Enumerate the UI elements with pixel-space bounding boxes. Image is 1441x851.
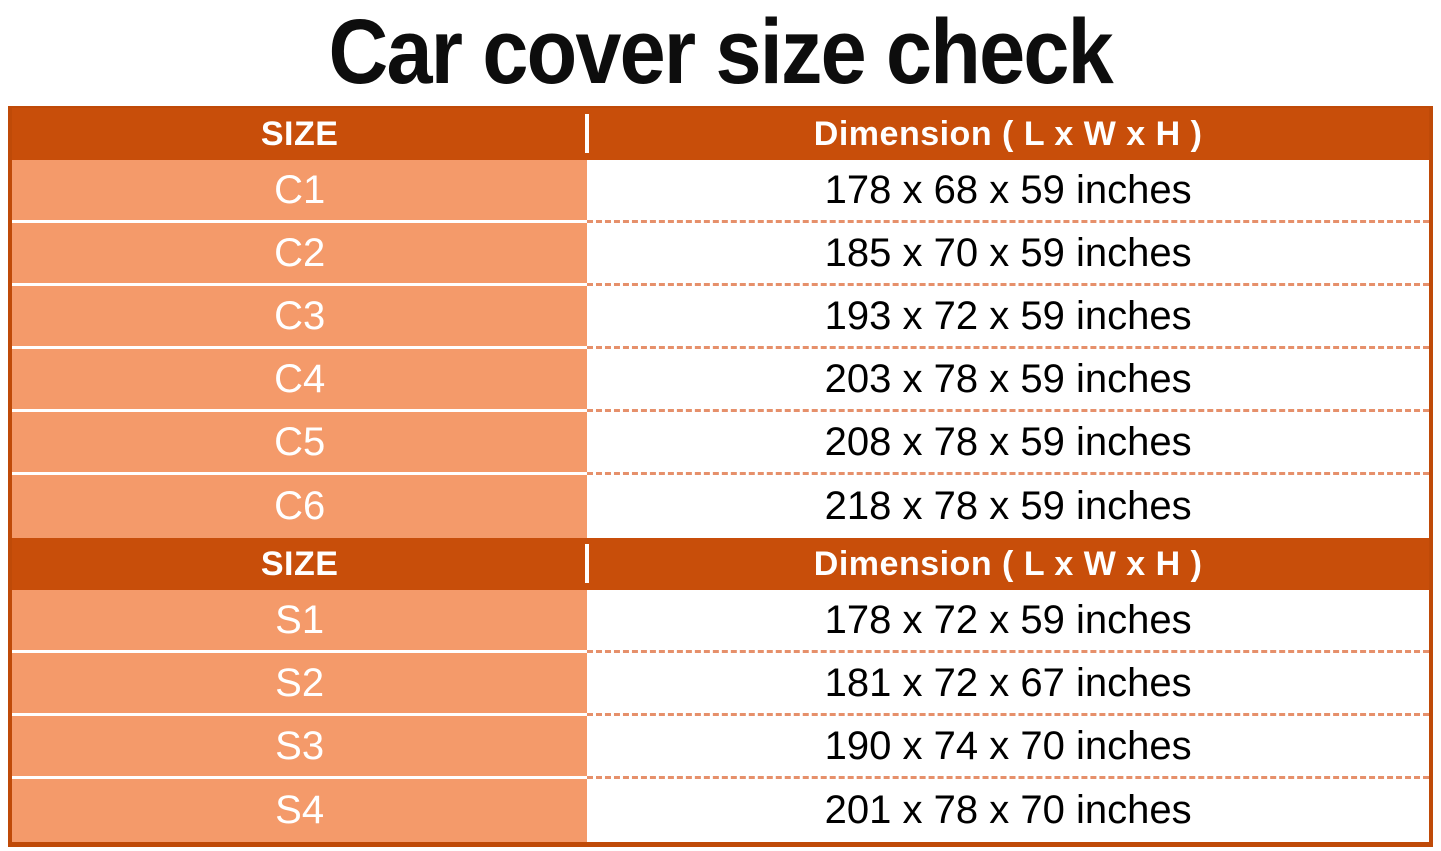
dimension-cell: 178 x 72 x 59 inches xyxy=(587,590,1429,653)
dimension-cell: 203 x 78 x 59 inches xyxy=(587,349,1429,412)
dimension-cell: 185 x 70 x 59 inches xyxy=(587,223,1429,286)
table-row: C4 203 x 78 x 59 inches xyxy=(12,349,1429,412)
size-cell: C2 xyxy=(12,223,588,286)
dimension-cell: 218 x 78 x 59 inches xyxy=(587,475,1429,538)
table-section-c-sizes: SIZE Dimension ( L x W x H ) C1 178 x 68… xyxy=(12,108,1429,538)
size-cell: C5 xyxy=(12,412,588,475)
table-header-row: SIZE Dimension ( L x W x H ) xyxy=(12,538,1429,590)
size-column-header: SIZE xyxy=(260,544,339,583)
size-cell: S1 xyxy=(12,590,588,653)
size-cell: S4 xyxy=(12,779,588,842)
dimension-cell: 193 x 72 x 59 inches xyxy=(587,286,1429,349)
size-cell: S2 xyxy=(12,653,588,716)
size-cell: C1 xyxy=(12,160,588,223)
dimension-cell: 201 x 78 x 70 inches xyxy=(587,779,1429,842)
size-cell: C4 xyxy=(12,349,588,412)
page-title: Car cover size check xyxy=(328,1,1114,104)
dimension-cell: 208 x 78 x 59 inches xyxy=(587,412,1429,475)
table-row: C3 193 x 72 x 59 inches xyxy=(12,286,1429,349)
dimension-cell: 181 x 72 x 67 inches xyxy=(587,653,1429,716)
table-row: S1 178 x 72 x 59 inches xyxy=(12,590,1429,653)
size-cell: S3 xyxy=(12,716,588,779)
table-row: S3 190 x 74 x 70 inches xyxy=(12,716,1429,779)
size-column-header: SIZE xyxy=(260,114,339,153)
dimension-cell: 178 x 68 x 59 inches xyxy=(587,160,1429,223)
table-row: S4 201 x 78 x 70 inches xyxy=(12,779,1429,842)
table-row: C1 178 x 68 x 59 inches xyxy=(12,160,1429,223)
table-row: C6 218 x 78 x 59 inches xyxy=(12,475,1429,538)
dimension-column-header: Dimension ( L x W x H ) xyxy=(585,538,1429,590)
size-chart-table: SIZE Dimension ( L x W x H ) C1 178 x 68… xyxy=(8,106,1433,847)
dimension-column-header: Dimension ( L x W x H ) xyxy=(585,108,1429,160)
page-title-area: Car cover size check xyxy=(0,0,1441,106)
table-row: C2 185 x 70 x 59 inches xyxy=(12,223,1429,286)
table-header-row: SIZE Dimension ( L x W x H ) xyxy=(12,108,1429,160)
size-cell: C6 xyxy=(12,475,588,538)
table-row: S2 181 x 72 x 67 inches xyxy=(12,653,1429,716)
table-section-s-sizes: SIZE Dimension ( L x W x H ) S1 178 x 72… xyxy=(12,538,1429,842)
table-row: C5 208 x 78 x 59 inches xyxy=(12,412,1429,475)
dimension-cell: 190 x 74 x 70 inches xyxy=(587,716,1429,779)
size-cell: C3 xyxy=(12,286,588,349)
